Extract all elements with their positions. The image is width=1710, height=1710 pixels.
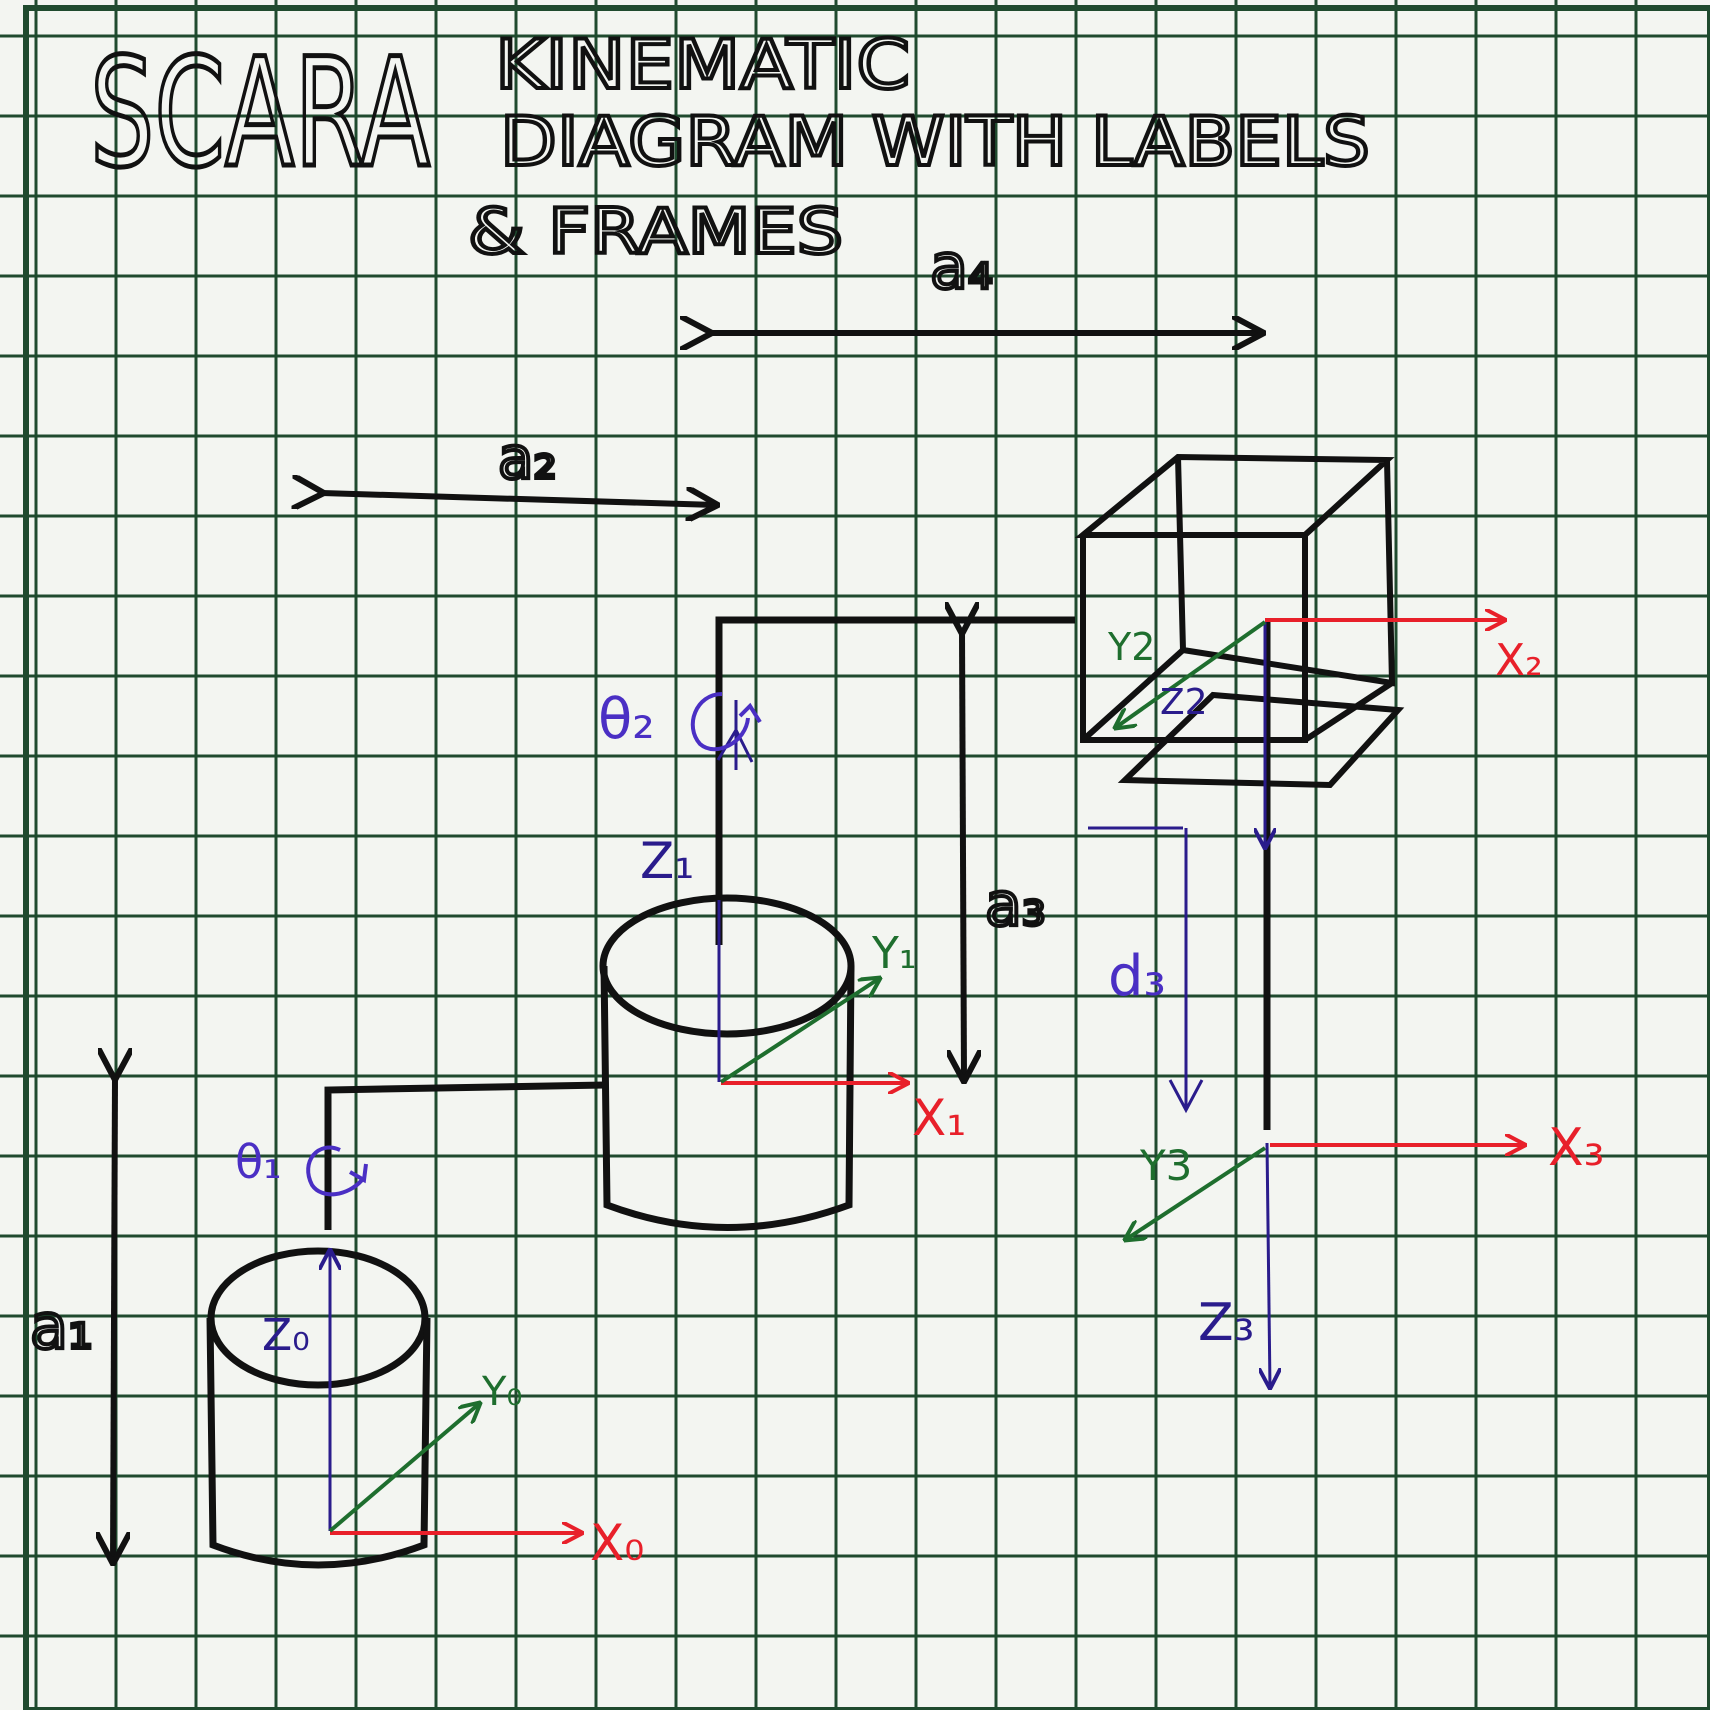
y1-axis — [719, 978, 880, 1084]
label-z0: Z₀ — [262, 1310, 310, 1361]
label-a3: a₃ — [985, 870, 1046, 940]
link-2 — [715, 616, 1075, 945]
dimension-a1: a₁ — [28, 1078, 115, 1562]
title-line-2: DIAGRAM WITH LABELS — [500, 103, 1370, 182]
label-x1: X₁ — [912, 1089, 966, 1147]
title-line-1: KINEMATIC — [495, 26, 910, 105]
label-x3: X₃ — [1548, 1118, 1604, 1178]
frame-1: Z₁ X₁ Y₁ — [640, 832, 966, 1147]
label-theta2: θ₂ — [598, 687, 655, 752]
label-d3: d₃ — [1108, 944, 1166, 1009]
label-y2: Y2 — [1107, 625, 1155, 669]
joint-2-cylinder — [599, 894, 855, 1231]
frame-2: X₂ Y2 Z2 — [1107, 620, 1543, 848]
label-y0: Y₀ — [481, 1369, 522, 1415]
dimension-d3: d₃ — [1088, 826, 1204, 1114]
frame-0: Z₀ X₀ Y₀ — [262, 1250, 644, 1572]
joint-1-rotation: θ₁ — [235, 1135, 368, 1197]
label-z3: Z₃ — [1198, 1293, 1254, 1353]
dimension-a2: a₂ — [322, 422, 716, 505]
label-y3: Y3 — [1139, 1141, 1192, 1190]
z3-axis — [1267, 1142, 1270, 1388]
label-z2: Z2 — [1160, 682, 1208, 723]
label-a1: a₁ — [30, 1290, 93, 1363]
label-y1: Y₁ — [871, 928, 917, 979]
base-cylinder — [206, 1247, 431, 1569]
label-z1: Z₁ — [640, 832, 694, 890]
y3-axis — [1125, 1146, 1267, 1240]
end-effector-cube — [1074, 453, 1405, 789]
joint-2-rotation: θ₂ — [598, 687, 762, 770]
label-x2: X₂ — [1495, 635, 1543, 686]
y0-axis — [328, 1403, 480, 1533]
title-block: SCARA KINEMATIC DIAGRAM WITH LABELS & FR… — [88, 24, 1373, 270]
dimension-a4: a₄ — [710, 228, 1262, 333]
label-a2: a₂ — [498, 424, 557, 492]
label-x0: X₀ — [590, 1514, 644, 1572]
rotation-arrow-1-icon — [306, 1145, 364, 1197]
label-theta1: θ₁ — [235, 1135, 282, 1189]
y2-axis — [1115, 620, 1267, 728]
link-1 — [324, 1081, 606, 1230]
title-scara: SCARA — [90, 27, 430, 201]
rotation-arrow-2-icon — [690, 692, 750, 752]
label-a4: a₄ — [930, 230, 993, 303]
title-line-3: & FRAMES — [468, 195, 843, 268]
dimension-a3: a₃ — [962, 632, 1048, 1080]
frame-3: X₃ Y3 Z₃ — [1125, 1118, 1604, 1388]
